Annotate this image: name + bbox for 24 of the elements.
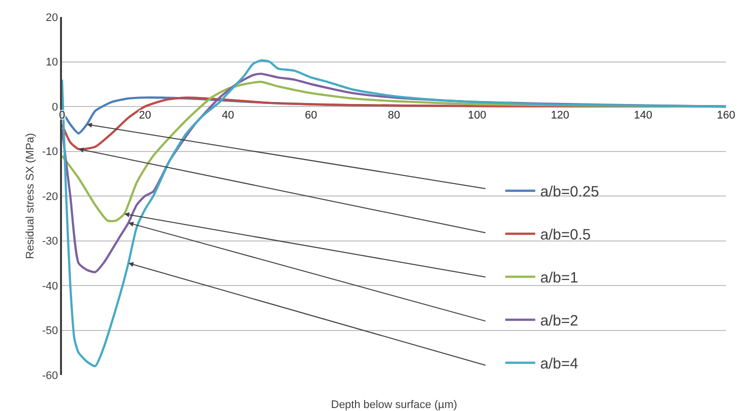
- y-tick-label: -10: [42, 146, 58, 158]
- legend-label: a/b=0.5: [540, 226, 591, 244]
- y-tick-label: -50: [42, 325, 58, 338]
- y-tick-label: -40: [42, 280, 58, 292]
- legend-label: a/b=4: [540, 356, 578, 373]
- y-axis-title: Residual stress SX (MPa): [24, 133, 36, 259]
- x-tick-label: 20: [138, 110, 152, 122]
- x-tick-label: 160: [716, 110, 736, 122]
- x-tick-label: 80: [388, 110, 400, 122]
- x-axis-title: Depth below surface (µm): [331, 399, 458, 411]
- y-tick-label: -60: [42, 370, 58, 382]
- y-tick-label: 0: [52, 101, 58, 114]
- legend-label: a/b=0.25: [540, 184, 600, 201]
- y-tick-label: -20: [42, 190, 58, 203]
- y-tick-label: 20: [46, 12, 58, 24]
- x-tick-label: 60: [304, 110, 318, 122]
- y-tick-label: -30: [42, 236, 58, 248]
- x-tick-label: 40: [222, 110, 234, 122]
- legend-label: a/b=2: [540, 312, 578, 330]
- y-tick-label: 10: [46, 56, 58, 69]
- legend-label: a/b=1: [540, 270, 578, 287]
- x-tick-label: 120: [550, 110, 570, 122]
- x-tick-label: 100: [468, 110, 486, 122]
- x-tick-label: 140: [634, 110, 652, 122]
